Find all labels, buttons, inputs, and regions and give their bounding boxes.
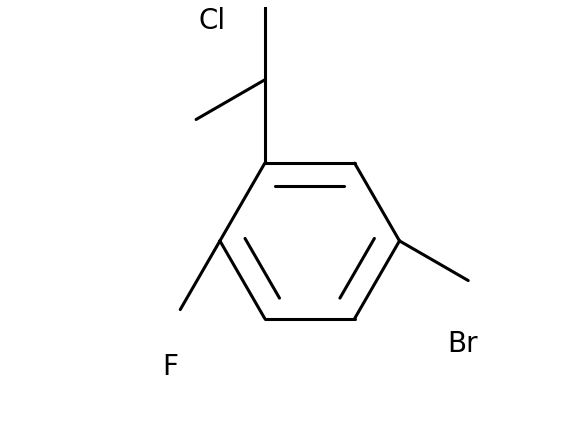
Text: F: F xyxy=(162,352,178,380)
Text: Br: Br xyxy=(448,329,478,357)
Text: Cl: Cl xyxy=(198,7,225,35)
